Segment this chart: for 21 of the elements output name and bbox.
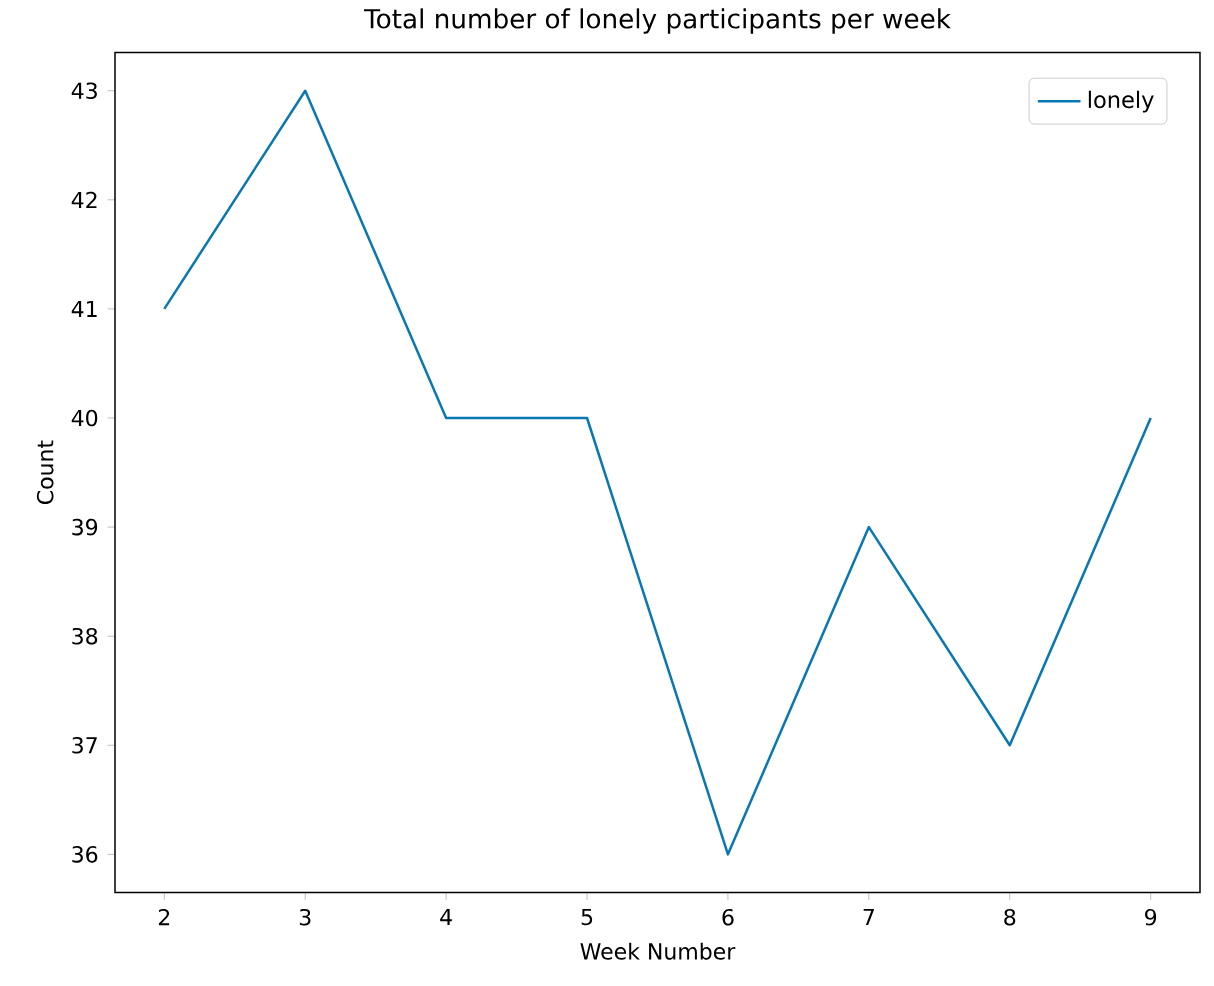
x-tick-label: 6 [722, 909, 734, 926]
x-tick-label: 5 [581, 909, 593, 926]
x-axis-title: Week Number [580, 942, 736, 960]
x-tick-label: 3 [299, 909, 311, 926]
x-tick-label: 7 [863, 909, 874, 926]
x-tick-label: 8 [1004, 909, 1016, 926]
x-tick-label: 9 [1145, 909, 1157, 926]
y-tick-label: 41 [71, 301, 97, 318]
y-tick-label: 42 [71, 191, 97, 209]
y-tick-label: 39 [72, 519, 98, 536]
y-tick-label: 37 [72, 737, 97, 754]
y-tick-label: 36 [72, 846, 98, 863]
x-tick-label: 4 [440, 909, 452, 926]
y-tick-label: 40 [71, 409, 98, 427]
x-tick-label: 2 [158, 909, 170, 926]
line-series [163, 89, 1152, 856]
legend-label: lonely [1088, 90, 1154, 113]
y-tick-label: 43 [71, 82, 97, 100]
y-tick-label: 38 [72, 628, 98, 645]
chart-title: Total number of lonely participants per week [363, 8, 951, 34]
y-axis-title: Count [36, 440, 54, 505]
